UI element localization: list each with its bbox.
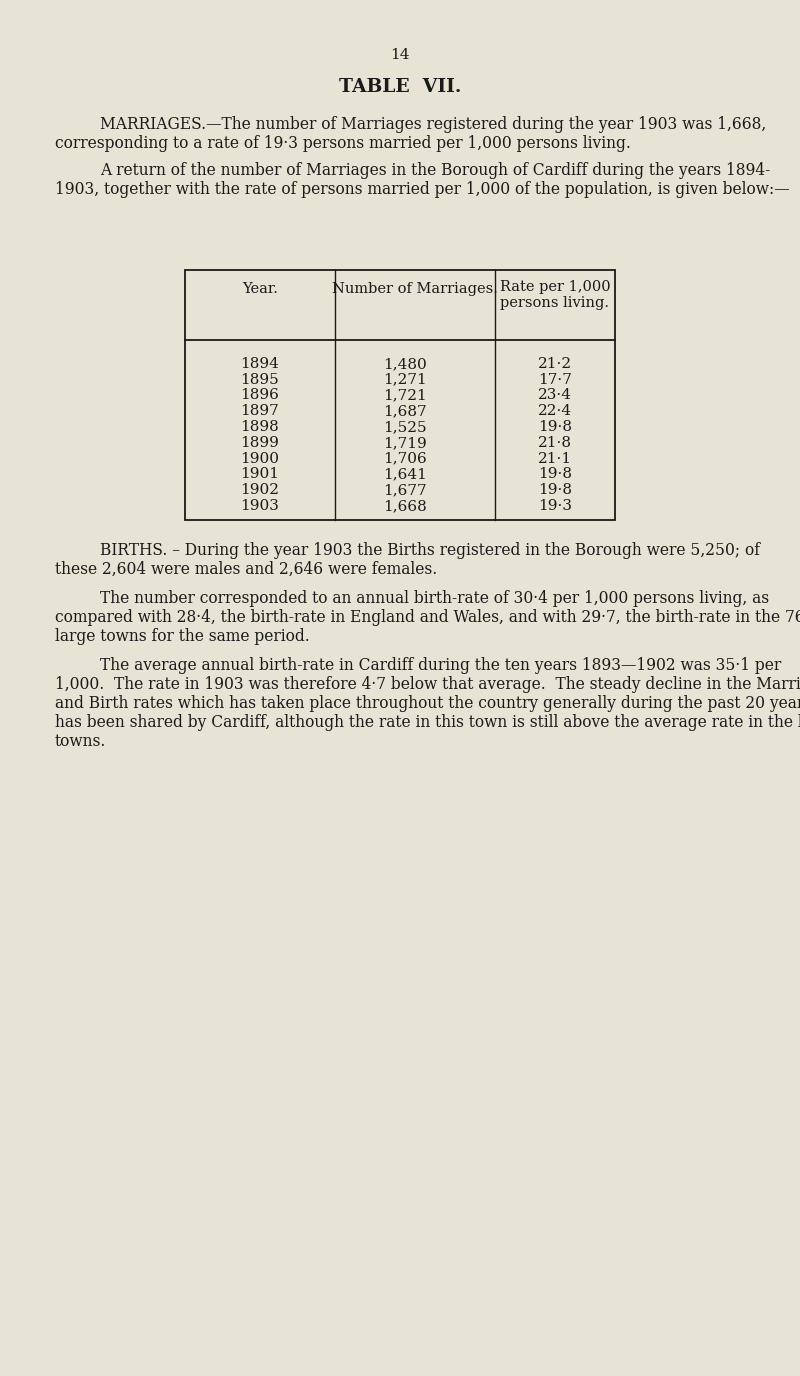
Text: 1902: 1902: [241, 483, 279, 497]
Text: 1895: 1895: [241, 373, 279, 387]
Text: 1,668: 1,668: [383, 499, 427, 513]
Text: large towns for the same period.: large towns for the same period.: [55, 627, 310, 645]
Text: 1897: 1897: [241, 405, 279, 418]
Text: The number corresponded to an annual birth-rate of 30·4 per 1,000 persons living: The number corresponded to an annual bir…: [100, 590, 769, 607]
Text: 1,000.  The rate in 1903 was therefore 4·7 below that average.  The steady decli: 1,000. The rate in 1903 was therefore 4·…: [55, 676, 800, 694]
Text: 17·7: 17·7: [538, 373, 572, 387]
Text: A return of the number of Marriages in the Borough of Cardiff during the years 1: A return of the number of Marriages in t…: [100, 162, 770, 179]
Text: BIRTHS. – During the year 1903 the Births registered in the Borough were 5,250; : BIRTHS. – During the year 1903 the Birth…: [100, 542, 760, 559]
Text: and Birth rates which has taken place throughout the country generally during th: and Birth rates which has taken place th…: [55, 695, 800, 711]
Text: 1898: 1898: [241, 420, 279, 433]
Text: Rate per 1,000: Rate per 1,000: [500, 279, 610, 294]
Text: 19·3: 19·3: [538, 499, 572, 513]
Text: persons living.: persons living.: [501, 296, 610, 310]
Text: 21·2: 21·2: [538, 356, 572, 372]
Text: 19·8: 19·8: [538, 483, 572, 497]
Text: 14: 14: [390, 48, 410, 62]
Text: 19·8: 19·8: [538, 420, 572, 433]
Text: TABLE  VII.: TABLE VII.: [339, 78, 461, 96]
Bar: [185, 270, 615, 520]
Text: MARRIAGES.—The number of Marriages registered during the year 1903 was 1,668,: MARRIAGES.—The number of Marriages regis…: [100, 116, 766, 133]
Text: 1,677: 1,677: [383, 483, 427, 497]
Text: 1,525: 1,525: [383, 420, 427, 433]
Text: 22·4: 22·4: [538, 405, 572, 418]
Text: 1,687: 1,687: [383, 405, 427, 418]
Text: Number of Marriages.: Number of Marriages.: [332, 282, 498, 296]
Text: 1903, together with the rate of persons married per 1,000 of the population, is : 1903, together with the rate of persons …: [55, 182, 790, 198]
Text: 1903: 1903: [241, 499, 279, 513]
Text: The average annual birth-rate in Cardiff during the ten years 1893—1902 was 35·1: The average annual birth-rate in Cardiff…: [100, 656, 782, 674]
Text: 1896: 1896: [241, 388, 279, 402]
Text: 1,721: 1,721: [383, 388, 427, 402]
Text: Year.: Year.: [242, 282, 278, 296]
Text: 1894: 1894: [241, 356, 279, 372]
Text: compared with 28·4, the birth-rate in England and Wales, and with 29·7, the birt: compared with 28·4, the birth-rate in En…: [55, 610, 800, 626]
Text: 1899: 1899: [241, 436, 279, 450]
Text: 21·8: 21·8: [538, 436, 572, 450]
Text: 1,719: 1,719: [383, 436, 427, 450]
Text: has been shared by Cardiff, although the rate in this town is still above the av: has been shared by Cardiff, although the…: [55, 714, 800, 731]
Text: 21·1: 21·1: [538, 451, 572, 465]
Text: 1,706: 1,706: [383, 451, 427, 465]
Text: 1,641: 1,641: [383, 468, 427, 482]
Text: 19·8: 19·8: [538, 468, 572, 482]
Text: these 2,604 were males and 2,646 were females.: these 2,604 were males and 2,646 were fe…: [55, 561, 438, 578]
Text: 1900: 1900: [241, 451, 279, 465]
Text: corresponding to a rate of 19·3 persons married per 1,000 persons living.: corresponding to a rate of 19·3 persons …: [55, 135, 631, 151]
Text: towns.: towns.: [55, 733, 106, 750]
Text: 1,271: 1,271: [383, 373, 427, 387]
Text: 1901: 1901: [241, 468, 279, 482]
Text: 1,480: 1,480: [383, 356, 427, 372]
Text: 23·4: 23·4: [538, 388, 572, 402]
